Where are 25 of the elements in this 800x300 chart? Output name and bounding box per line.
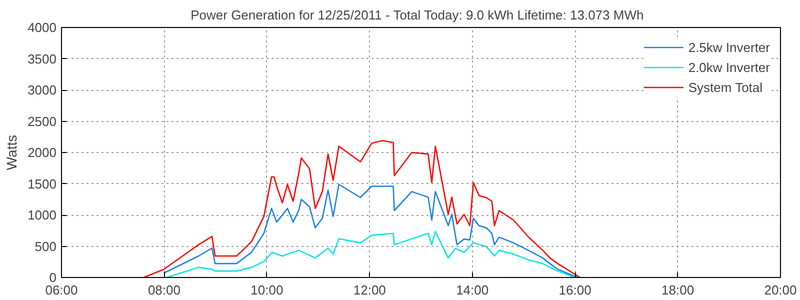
line-series [143,140,581,278]
x-tick-label: 14:00 [456,282,489,298]
x-tick-label: 18:00 [662,282,694,298]
line-series [163,184,578,278]
x-tick-label: 08:00 [148,282,180,298]
y-tick-label: 3500 [28,51,56,66]
line-series [166,230,576,278]
x-tick-label: 20:00 [764,282,797,298]
x-tick-label: 06:00 [45,282,78,298]
x-tick-label: 16:00 [558,282,592,298]
chart-title: Power Generation for 12/25/2011 - Total Today: 9.0 kWh Lifetime: 13.073 MWh [190,8,644,22]
y-tick-label: 500 [34,238,57,254]
y-tick-label: 4000 [28,20,56,35]
y-tick-label: 1000 [28,208,56,222]
y-tick-label: 2500 [28,114,56,129]
y-axis-title: Watts [4,134,20,170]
x-tick-label: 12:00 [353,282,386,298]
legend-label: 2.0kw Inverter [688,59,770,75]
y-tick-label: 2000 [28,145,56,160]
y-tick-label: 3000 [28,82,56,98]
x-tick-label: 10:00 [250,282,284,298]
y-tick-label: 1500 [28,176,56,192]
y-tick-label: 0 [49,270,57,285]
legend-label: System Total [688,79,763,95]
legend-label: 2.5kw Inverter [688,39,770,55]
